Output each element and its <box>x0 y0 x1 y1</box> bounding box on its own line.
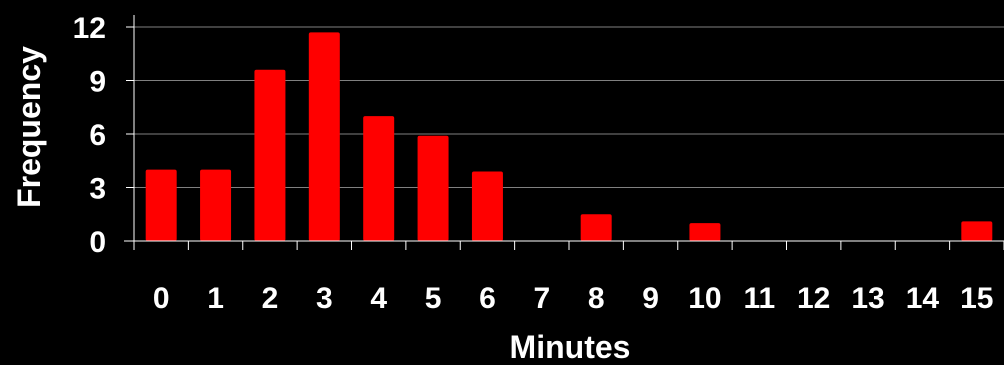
y-tick-label-12: 12 <box>73 12 106 45</box>
x-tick-label-6: 6 <box>479 282 496 315</box>
y-tick-label-0: 0 <box>89 226 106 259</box>
x-tick-label-15: 15 <box>960 282 993 315</box>
y-tick-label-6: 6 <box>89 119 106 152</box>
x-tick-label-2: 2 <box>262 282 279 315</box>
x-tick-label-0: 0 <box>153 282 170 315</box>
x-tick-label-1: 1 <box>207 282 224 315</box>
bar-10 <box>689 223 721 241</box>
x-axis-title: Minutes <box>510 329 631 365</box>
x-tick-label-4: 4 <box>370 282 387 315</box>
x-tick-label-3: 3 <box>316 282 333 315</box>
bar-0 <box>145 169 177 241</box>
x-tick-label-7: 7 <box>533 282 550 315</box>
x-tick-label-13: 13 <box>851 282 884 315</box>
bar-2 <box>254 69 286 241</box>
bar-4 <box>363 116 395 241</box>
y-tick-label-9: 9 <box>89 66 106 99</box>
bar-1 <box>200 169 232 241</box>
x-tick-labels: 0 1 2 3 4 5 6 7 8 9 10 11 12 13 14 15 <box>153 282 994 315</box>
bar-5 <box>417 135 449 241</box>
bar-6 <box>471 171 503 241</box>
y-tick-label-3: 3 <box>89 173 106 206</box>
bar-8 <box>580 214 612 241</box>
x-tick-label-5: 5 <box>425 282 442 315</box>
axes <box>124 15 1004 250</box>
bars <box>145 32 993 241</box>
x-tick-label-12: 12 <box>797 282 830 315</box>
x-tick-label-11: 11 <box>743 282 775 315</box>
x-tick-label-14: 14 <box>906 282 940 315</box>
x-tick-label-9: 9 <box>642 282 659 315</box>
y-tick-labels: 0 3 6 9 12 <box>73 12 106 259</box>
bar-3 <box>308 32 340 241</box>
bar-15 <box>961 221 993 241</box>
y-axis-title: Frequency <box>11 46 47 208</box>
x-tick-label-8: 8 <box>588 282 605 315</box>
x-tick-label-10: 10 <box>688 282 721 315</box>
